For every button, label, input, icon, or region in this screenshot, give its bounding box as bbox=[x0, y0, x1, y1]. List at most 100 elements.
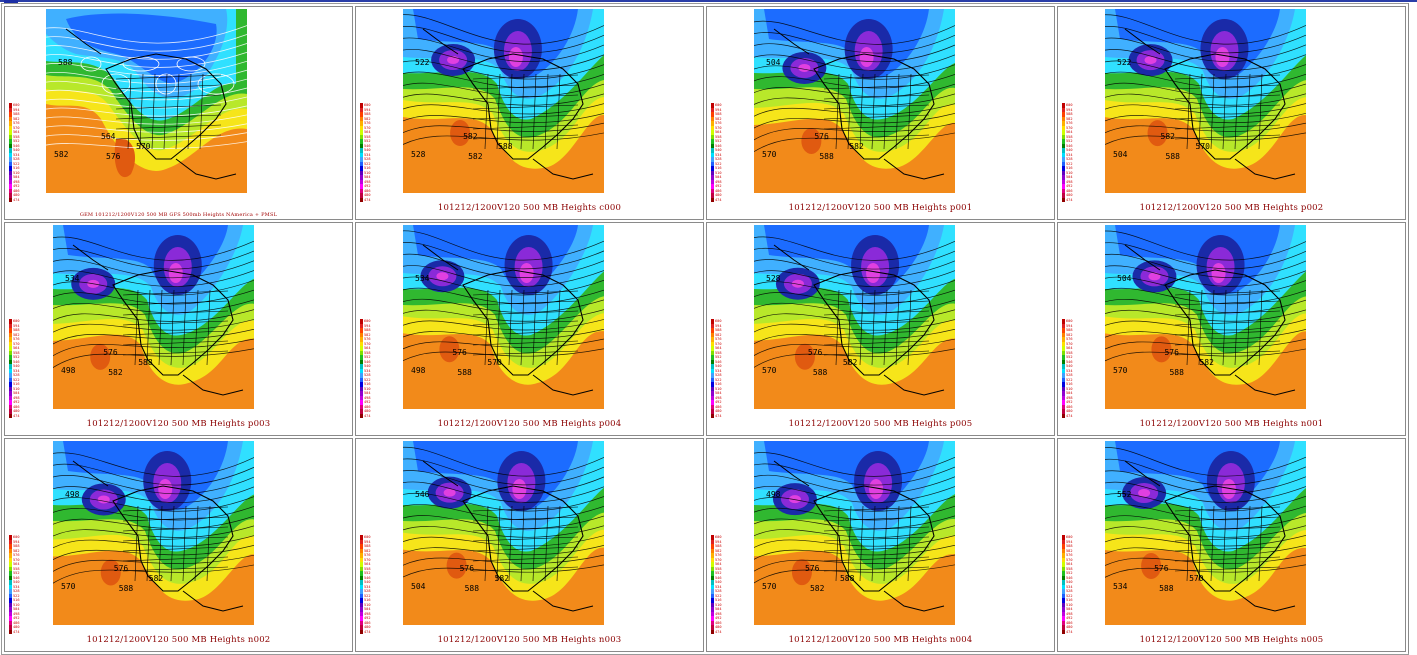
legend-swatch bbox=[9, 103, 12, 108]
legend-swatch bbox=[1062, 611, 1065, 616]
legend-swatch bbox=[9, 328, 12, 333]
legend-swatch bbox=[711, 157, 714, 162]
map-image[interactable]: 582 588 576 570 564 bbox=[46, 9, 247, 193]
legend-label: 516 bbox=[715, 598, 722, 602]
legend-swatch bbox=[1062, 544, 1065, 549]
legend-label: 534 bbox=[715, 152, 722, 157]
legend-label: 564 bbox=[715, 346, 722, 350]
top-border bbox=[0, 0, 1417, 2]
legend-swatch bbox=[1062, 566, 1065, 571]
panel-p004[interactable]: 498 534 588 570 576 600 594 588 582 576 570 564 558 5… bbox=[356, 223, 703, 435]
legend-swatch bbox=[9, 350, 12, 355]
height-map: 570 498 582 588 576 bbox=[754, 441, 955, 625]
legend-swatch bbox=[1062, 188, 1065, 193]
panel-n002[interactable]: 570 498 588 582 576 600 594 588 582 576 570 564 558 5… bbox=[5, 439, 352, 651]
legend-swatch bbox=[1062, 539, 1065, 544]
panel-n005[interactable]: 534 552 588 570 576 600 594 588 582 576 570 564 558 5… bbox=[1058, 439, 1405, 651]
map-image[interactable]: 570 498 582 588 576 bbox=[754, 441, 955, 625]
contour-label: 522 bbox=[415, 58, 430, 67]
legend-label: 564 bbox=[364, 562, 371, 566]
map-image[interactable]: 570 528 588 582 576 bbox=[754, 225, 955, 409]
panel-n001[interactable]: 570 504 588 582 576 600 594 588 582 576 570 564 558 5… bbox=[1058, 223, 1405, 435]
color-legend: 600 594 588 582 576 570 564 558 552 546 540 534 528 5… bbox=[1062, 535, 1073, 635]
legend-swatch bbox=[360, 575, 363, 580]
map-image[interactable]: 570 504 588 582 576 bbox=[1105, 225, 1306, 409]
panel-p002[interactable]: 504 522 588 570 582 600 594 588 582 576 570 564 558 5… bbox=[1058, 7, 1405, 219]
contour-label: 582 bbox=[149, 574, 164, 583]
legend-swatch bbox=[360, 350, 363, 355]
legend-swatch bbox=[1062, 625, 1065, 630]
panel-gfs[interactable]: 582 588 576 570 564 600 594 588 582 576 570 564 558 5… bbox=[5, 7, 352, 219]
legend-swatch bbox=[711, 598, 714, 603]
legend-label: 558 bbox=[715, 350, 722, 355]
map-image[interactable]: 570 498 588 582 576 bbox=[53, 441, 254, 625]
legend-label: 600 bbox=[1066, 319, 1073, 323]
legend-label: 492 bbox=[364, 184, 371, 188]
contour-label: 582 bbox=[495, 574, 510, 583]
contour-label: 498 bbox=[61, 366, 76, 375]
map-image[interactable]: 504 546 588 582 576 bbox=[403, 441, 604, 625]
panel-p003[interactable]: 498 534 582 588 576 600 594 588 582 576 570 564 558 5… bbox=[5, 223, 352, 435]
legend-label: 474 bbox=[715, 197, 722, 202]
legend-swatch bbox=[1062, 112, 1065, 117]
legend-label: 546 bbox=[364, 359, 371, 364]
legend-swatch bbox=[1062, 580, 1065, 585]
panel-c000[interactable]: 528 522 582 588 582 600 594 588 582 576 570 564 558 5… bbox=[356, 7, 703, 219]
color-legend: 600 594 588 582 576 570 564 558 552 546 540 534 528 5… bbox=[360, 319, 371, 419]
legend-label: 594 bbox=[715, 323, 722, 328]
contour-label: 588 bbox=[1166, 152, 1181, 161]
contour-label: 588 bbox=[119, 584, 134, 593]
legend-swatch bbox=[9, 602, 12, 607]
legend-swatch bbox=[9, 341, 12, 346]
legend-swatch bbox=[360, 319, 363, 324]
legend-label: 558 bbox=[364, 134, 371, 139]
legend-swatch bbox=[9, 386, 12, 391]
map-image[interactable]: 534 552 588 570 576 bbox=[1105, 441, 1306, 625]
top-link-fragment[interactable] bbox=[4, 0, 18, 3]
height-map: 534 552 588 570 576 bbox=[1105, 441, 1306, 625]
legend-swatch bbox=[360, 161, 363, 166]
map-image[interactable]: 570 504 588 582 576 bbox=[754, 9, 955, 193]
legend-label: 522 bbox=[1066, 161, 1073, 166]
legend-label: 588 bbox=[364, 328, 371, 332]
cell: 504 546 588 582 576 600 594 588 582 576 570 564 558 5… bbox=[355, 438, 704, 652]
height-map: 570 498 588 582 576 bbox=[53, 441, 254, 625]
legend-swatch bbox=[711, 593, 714, 598]
legend-swatch bbox=[360, 544, 363, 549]
legend-swatch bbox=[9, 161, 12, 166]
legend-label: 528 bbox=[715, 589, 722, 593]
cell: 528 522 582 588 582 600 594 588 582 576 570 564 558 5… bbox=[355, 6, 704, 220]
legend-swatch bbox=[360, 571, 363, 576]
map-image[interactable]: 498 534 588 570 576 bbox=[403, 225, 604, 409]
legend-swatch bbox=[1062, 161, 1065, 166]
legend-label: 474 bbox=[1066, 413, 1073, 418]
legend-swatch bbox=[360, 193, 363, 198]
legend-label: 540 bbox=[1066, 148, 1073, 152]
legend-swatch bbox=[1062, 170, 1065, 175]
map-image[interactable]: 504 522 588 570 582 bbox=[1105, 9, 1306, 193]
legend-label: 498 bbox=[1066, 395, 1073, 400]
legend-label: 564 bbox=[13, 130, 20, 134]
contour-label: 504 bbox=[411, 582, 426, 591]
panel-p005[interactable]: 570 528 588 582 576 600 594 588 582 576 570 564 558 5… bbox=[707, 223, 1054, 435]
color-legend: 600 594 588 582 576 570 564 558 552 546 540 534 528 5… bbox=[1062, 103, 1073, 203]
legend-label: 528 bbox=[1066, 373, 1073, 377]
legend-swatch bbox=[9, 364, 12, 369]
legend-swatch bbox=[9, 143, 12, 148]
legend-label: 510 bbox=[13, 386, 20, 391]
legend-label: 528 bbox=[13, 589, 20, 593]
legend-swatch bbox=[711, 616, 714, 621]
legend-label: 510 bbox=[715, 170, 722, 175]
map-image[interactable]: 528 522 582 588 582 bbox=[403, 9, 604, 193]
panel-n003[interactable]: 504 546 588 582 576 600 594 588 582 576 570 564 558 5… bbox=[356, 439, 703, 651]
panel-n004[interactable]: 570 498 582 588 576 600 594 588 582 576 570 564 558 5… bbox=[707, 439, 1054, 651]
legend-label: 546 bbox=[715, 575, 722, 580]
contour-label: 522 bbox=[1117, 58, 1132, 67]
legend-label: 582 bbox=[13, 548, 20, 553]
map-image[interactable]: 498 534 582 588 576 bbox=[53, 225, 254, 409]
panel-caption: 101212/1200V120 500 MB Heights c000 bbox=[437, 203, 622, 213]
panel-p001[interactable]: 570 504 588 582 576 600 594 588 582 576 570 564 558 5… bbox=[707, 7, 1054, 219]
legend-swatch bbox=[1062, 166, 1065, 171]
legend-swatch bbox=[360, 616, 363, 621]
legend-label: 570 bbox=[1066, 341, 1073, 346]
